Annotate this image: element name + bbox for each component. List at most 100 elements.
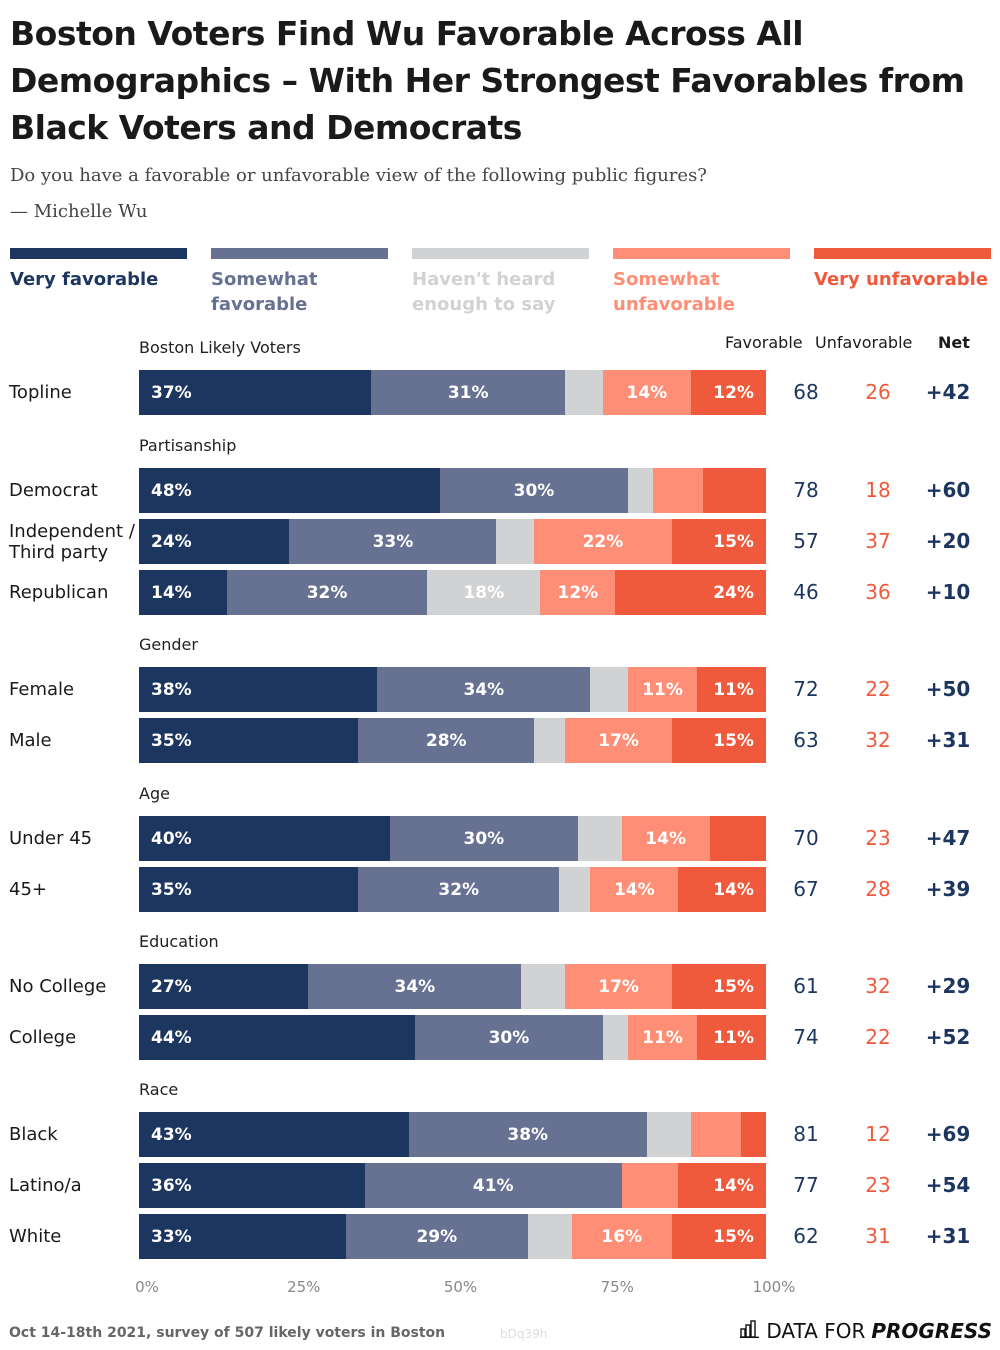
legend-item-very-unfavorable: Very unfavorable: [814, 248, 991, 292]
x-tick-label: 100%: [752, 1278, 796, 1296]
bar-segment-havent-heard: [646, 1112, 691, 1157]
net-value: +39: [925, 877, 971, 901]
row-label: Republican: [9, 582, 109, 603]
x-tick-label: 50%: [443, 1278, 478, 1296]
favorable-value: 46: [793, 580, 819, 604]
favorable-column-header: Favorable: [725, 333, 803, 352]
bar-segment-somewhat-favorable: 41%: [364, 1163, 622, 1208]
favorable-value: 74: [793, 1025, 819, 1049]
legend-label: Very unfavorable: [814, 269, 989, 290]
legend-label: Haven't heard enough to say: [412, 269, 556, 315]
x-tick-label: 0%: [135, 1278, 159, 1296]
bar-segment-very-unfavorable: [703, 468, 766, 513]
bar-segment-somewhat-favorable: 33%: [289, 519, 497, 564]
unfavorable-value: 31: [865, 1224, 891, 1248]
bar-segment-somewhat-unfavorable: 11%: [628, 667, 697, 712]
legend-swatch: [814, 248, 991, 259]
legend-label: Very favorable: [10, 269, 159, 290]
legend-swatch: [613, 248, 790, 259]
unfavorable-value: 12: [865, 1122, 891, 1146]
bar-segment-very-favorable: 35%: [139, 718, 359, 763]
bar-segment-very-unfavorable: [740, 1112, 766, 1157]
bar-segment-very-unfavorable: 11%: [697, 1015, 766, 1060]
favorable-value: 68: [793, 380, 819, 404]
unfavorable-value: 22: [865, 677, 891, 701]
legend: Very favorable Somewhat favorable Haven't h…: [10, 248, 992, 318]
chart-subtitle: Do you have a favorable or unfavorable v…: [10, 158, 707, 230]
bar-segment-somewhat-favorable: 28%: [358, 718, 534, 763]
bar-segment-havent-heard: [628, 468, 654, 513]
x-tick-label: 25%: [287, 1278, 321, 1296]
bar-segment-very-favorable: 37%: [139, 370, 371, 415]
brand-logo: DATA FOR PROGRESS: [740, 1319, 992, 1343]
row-label: College: [9, 1027, 77, 1048]
bar-segment-very-unfavorable: 15%: [671, 519, 766, 564]
unfavorable-value: 26: [865, 380, 891, 404]
bar-segment-very-favorable: 43%: [139, 1112, 409, 1157]
bar-segment-very-favorable: 14%: [139, 570, 227, 615]
favorable-value: 72: [793, 677, 819, 701]
bar-segment-very-favorable: 44%: [139, 1015, 415, 1060]
bar-row: 48% 30%: [139, 468, 766, 513]
x-tick-label: 75%: [600, 1278, 634, 1296]
row-label: Democrat: [9, 480, 98, 501]
bar-segment-somewhat-favorable: 34%: [377, 667, 591, 712]
figure-name: — Michelle Wu: [10, 201, 148, 222]
bar-segment-somewhat-unfavorable: 14%: [602, 370, 691, 415]
bar-segment-somewhat-unfavorable: 14%: [590, 867, 679, 912]
favorable-value: 61: [793, 974, 819, 998]
legend-swatch: [10, 248, 187, 259]
bar-row: 38% 34% 11% 11%: [139, 667, 766, 712]
bar-row: 33% 29% 16% 15%: [139, 1214, 766, 1259]
favorable-value: 63: [793, 728, 819, 752]
bar-segment-very-unfavorable: [709, 816, 766, 861]
row-label: White: [9, 1226, 62, 1247]
question-text: Do you have a favorable or unfavorable v…: [10, 165, 707, 186]
bar-segment-very-favorable: 35%: [139, 867, 359, 912]
section-label: Partisanship: [139, 436, 237, 455]
bar-segment-very-favorable: 24%: [139, 519, 290, 564]
bar-chart-icon: [740, 1319, 760, 1343]
row-label: Independent / Third party: [9, 521, 135, 563]
net-value: +47: [925, 826, 971, 850]
row-label: Under 45: [9, 828, 93, 849]
net-value: +60: [925, 478, 971, 502]
net-value: +42: [925, 380, 971, 404]
legend-item-havent-heard: Haven't heard enough to say: [412, 248, 589, 317]
bar-segment-very-unfavorable: 15%: [671, 1214, 766, 1259]
bar-segment-very-favorable: 33%: [139, 1214, 346, 1259]
bar-segment-somewhat-favorable: 31%: [370, 370, 566, 415]
chart-code: bDq39h: [500, 1327, 548, 1341]
bar-segment-very-unfavorable: 14%: [678, 867, 766, 912]
net-value: +69: [925, 1122, 971, 1146]
row-label: Female: [9, 679, 75, 700]
bar-row: 24% 33% 22% 15%: [139, 519, 766, 564]
bar-segment-havent-heard: [577, 816, 622, 861]
bar-segment-very-favorable: 27%: [139, 964, 309, 1009]
favorable-value: 77: [793, 1173, 819, 1197]
section-label: Gender: [139, 635, 198, 654]
favorable-value: 57: [793, 529, 819, 553]
row-label: No College: [9, 976, 107, 997]
unfavorable-value: 37: [865, 529, 891, 553]
bar-segment-somewhat-unfavorable: [690, 1112, 741, 1157]
section-label: Education: [139, 932, 219, 951]
bar-segment-somewhat-unfavorable: 16%: [571, 1214, 672, 1259]
row-label: 45+: [9, 879, 47, 900]
bar-segment-havent-heard: [521, 964, 566, 1009]
bar-segment-somewhat-unfavorable: 12%: [540, 570, 616, 615]
bar-segment-somewhat-unfavorable: [653, 468, 704, 513]
net-value: +54: [925, 1173, 971, 1197]
bar-segment-somewhat-favorable: 38%: [408, 1112, 647, 1157]
section-label: Boston Likely Voters: [139, 338, 301, 357]
bar-segment-somewhat-favorable: 34%: [308, 964, 522, 1009]
net-value: +31: [925, 1224, 971, 1248]
favorable-value: 81: [793, 1122, 819, 1146]
bar-segment-havent-heard: [559, 867, 591, 912]
net-column-header: Net: [938, 333, 970, 352]
bar-segment-very-favorable: 36%: [139, 1163, 365, 1208]
bar-row: 37% 31% 14% 12%: [139, 370, 766, 415]
bar-segment-havent-heard: [565, 370, 603, 415]
bar-row: 44% 30% 11% 11%: [139, 1015, 766, 1060]
bar-segment-havent-heard: [496, 519, 534, 564]
